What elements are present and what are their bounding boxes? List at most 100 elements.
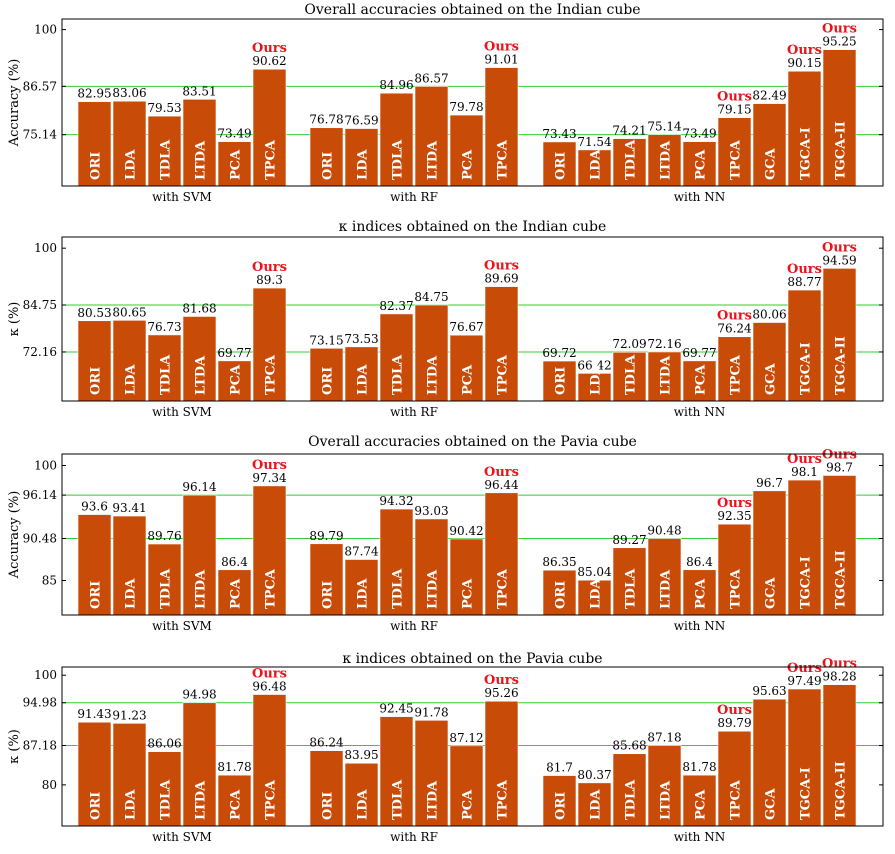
bar-tpca (252, 694, 287, 827)
value-label: 97.34 (252, 471, 287, 485)
bar-ori (542, 775, 577, 827)
bar-tpca (717, 117, 752, 187)
value-label: 87.18 (647, 731, 681, 745)
value-label: 90.62 (252, 54, 286, 68)
bar-ori (77, 514, 112, 616)
ours-label: Ours (822, 240, 857, 255)
bar-ori (309, 543, 344, 616)
bar-ltda (414, 86, 449, 187)
bar-label: TPCA (729, 779, 744, 820)
bar-tdla (612, 351, 647, 402)
bar-tdla (379, 313, 414, 402)
value-label: 91.23 (112, 708, 146, 722)
value-label: 76.78 (309, 113, 343, 127)
bar-tpca (484, 286, 519, 402)
value-label: 91.43 (77, 707, 111, 721)
value-label: 76.24 (717, 322, 752, 336)
bar-ori (309, 127, 344, 187)
bar-tpca (717, 523, 752, 616)
bar-ltda (182, 494, 217, 616)
value-label: 89.79 (309, 529, 343, 543)
value-label: 92.45 (379, 702, 413, 716)
value-label: 98.1 (791, 465, 818, 479)
bar-ltda (414, 719, 449, 827)
bar-lda (344, 346, 379, 402)
bar-tdla (612, 138, 647, 187)
ours-label: Ours (484, 673, 519, 688)
bar-tpca (717, 336, 752, 402)
y-tick-label: 85 (42, 574, 57, 588)
value-label: 89.3 (256, 273, 283, 287)
y-tick-label: 100 (34, 241, 57, 255)
bar-label: ORI (89, 367, 104, 395)
value-label: 76.67 (449, 320, 483, 334)
ours-label: Ours (822, 22, 857, 37)
bar-label: LTDA (659, 355, 674, 395)
bar-label: LTDA (659, 780, 674, 820)
bar-lda (577, 579, 612, 616)
bar-tgca-i (787, 479, 822, 616)
bar-label: PCA (229, 149, 244, 180)
group-label: with RF (390, 190, 438, 204)
bar-label: LTDA (194, 355, 209, 395)
value-label: 81.78 (217, 760, 251, 774)
bar-ori (77, 101, 112, 187)
value-label: 79.15 (717, 103, 751, 117)
value-label: 80.37 (577, 768, 611, 782)
ours-label: Ours (717, 703, 752, 718)
group-label: with RF (390, 405, 438, 419)
bar-label: TGCA-II (834, 550, 849, 609)
bar-label: LDA (356, 789, 371, 820)
bar-label: TDLA (391, 354, 406, 395)
value-label: 69.77 (682, 346, 716, 360)
bar-label: ORI (321, 581, 336, 609)
bar-tdla (379, 716, 414, 827)
bar-label: TDLA (159, 139, 174, 180)
bar-tdla (147, 115, 182, 187)
bar-label: ORI (554, 367, 569, 395)
group-label: with NN (674, 619, 725, 633)
value-label: 80.65 (112, 305, 146, 319)
value-label: 95.63 (752, 684, 786, 698)
bar-label: TPCA (729, 568, 744, 609)
value-label: 71.54 (577, 135, 612, 149)
chart-title: κ indices obtained on the Pavia cube (342, 651, 602, 667)
value-label: 83.51 (182, 84, 216, 98)
chart-panel-1: Overall accuracies obtained on the India… (7, 2, 884, 204)
bar-label: PCA (461, 364, 476, 395)
y-axis-label: κ (%) (7, 729, 22, 764)
ours-label: Ours (484, 259, 519, 274)
group-label: with SVM (152, 190, 212, 204)
bar-tpca (252, 485, 287, 616)
y-tick-label: 100 (34, 23, 57, 37)
ours-label: Ours (717, 90, 752, 105)
bar-label: LTDA (426, 355, 441, 395)
bar-label: PCA (694, 149, 709, 180)
bar-label: GCA (764, 577, 779, 609)
value-label: 86.4 (686, 555, 713, 569)
bar-label: TDLA (159, 779, 174, 820)
value-label: 93.6 (81, 500, 108, 514)
ours-label: Ours (252, 260, 287, 275)
ours-label: Ours (252, 458, 287, 473)
value-label: 73.53 (344, 332, 378, 346)
bar-label: LTDA (194, 780, 209, 820)
bar-tdla (147, 751, 182, 827)
bar-tgca-ii (822, 49, 857, 187)
value-label: 84.96 (379, 78, 413, 92)
bar-label: TPCA (264, 354, 279, 395)
bar-label: TGCA-II (834, 761, 849, 820)
bar-label: PCA (229, 789, 244, 820)
bar-label: LDA (124, 789, 139, 820)
bar-label: ORI (554, 152, 569, 180)
bar-label: ORI (321, 792, 336, 820)
y-tick-label: 94.98 (23, 696, 57, 710)
value-label: 73.49 (682, 127, 716, 141)
value-label: 90.42 (449, 524, 483, 538)
value-label: 89.69 (484, 272, 518, 286)
y-tick-label: 90.48 (23, 531, 57, 545)
bar-label: ORI (554, 792, 569, 820)
bar-tgca-i (787, 688, 822, 827)
value-label: 96.14 (182, 480, 217, 494)
